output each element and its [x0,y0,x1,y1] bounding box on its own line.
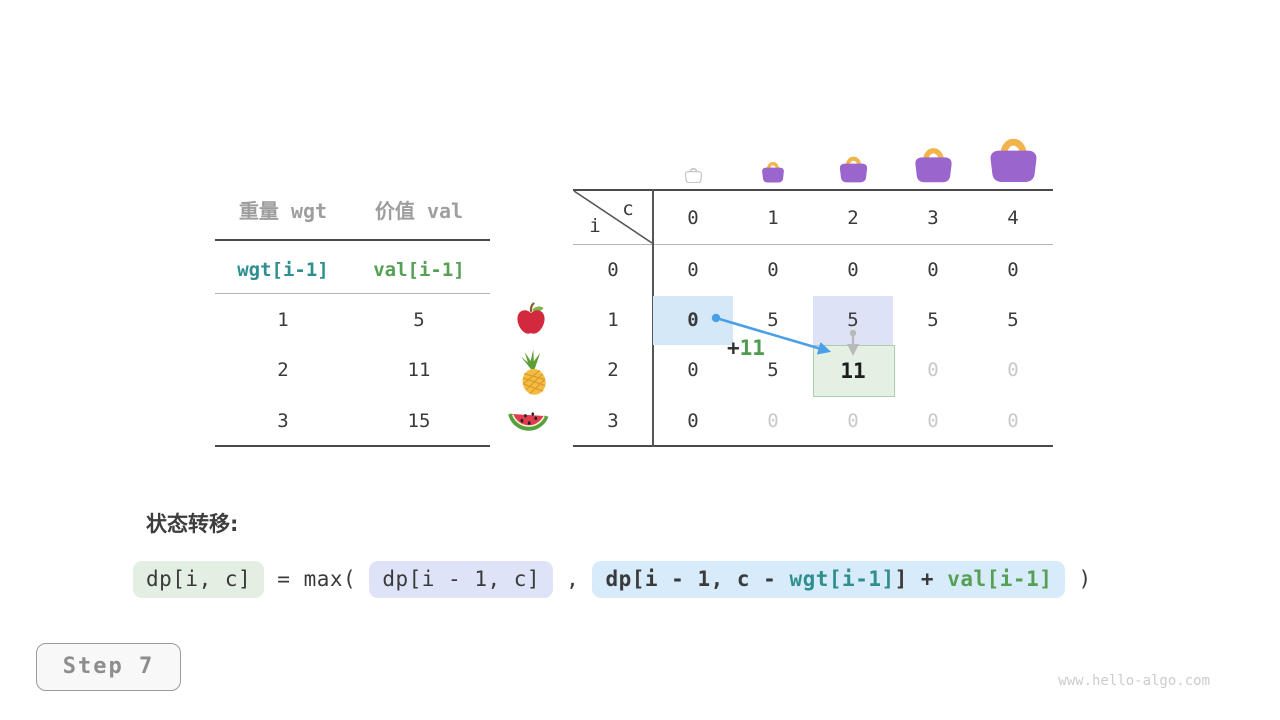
formula-arg2-wgt: wgt[i-1] [789,567,894,591]
dp-row-label-2: 2 [583,356,643,384]
watermark: www.hello-algo.com [1058,673,1210,689]
transition-formula: dp[i, c] = max( dp[i - 1, c] , dp[i - 1,… [133,561,1092,598]
ghost-bag-icon [683,163,704,183]
item-1-weight: 1 [228,306,338,334]
dp-col-header-4: 4 [973,204,1053,232]
dp-cell-2-1: 5 [733,356,813,384]
item-2-weight: 2 [228,356,338,384]
dp-row-label-3: 3 [583,407,643,435]
formula-lhs: dp[i, c] [146,567,251,591]
dp-col-header-2: 2 [813,204,893,232]
val-subheader: val[i-1] [364,256,474,284]
formula-comma: , [553,561,592,598]
dp-cell-2-0: 0 [653,356,733,384]
knapsack-dp-visualization: 重量 wgt 价值 val wgt[i-1] val[i-1] 1 5 2 11… [0,0,1280,720]
bag-icon-capacity-2 [836,149,871,183]
items-table-mid-rule [215,293,490,294]
formula-arg2-mid: ] + [895,567,948,591]
dp-col-header-0: 0 [653,204,733,232]
formula-lhs-box: dp[i, c] [133,561,264,598]
transition-heading: 状态转移: [146,508,238,538]
formula-arg2-val: val[i-1] [947,567,1052,591]
dp-table-bottom-rule [573,445,1053,447]
dp-cell-3-4: 0 [973,407,1053,435]
apple-icon [515,302,547,336]
dp-cell-3-3: 0 [893,407,973,435]
pineapple-icon [509,345,554,399]
dp-cell-3-1: 0 [733,407,813,435]
dp-cell-1-0: 0 [653,306,733,334]
dp-cell-3-2: 0 [813,407,893,435]
corner-item-label: i [582,214,608,238]
dp-table-header-rule [573,244,1053,245]
dp-cell-2-2: 11 [813,357,893,385]
bag-icon-capacity-1 [759,156,787,183]
items-table-bottom-rule [215,445,490,447]
dp-col-header-1: 1 [733,204,813,232]
dp-cell-1-2: 5 [813,306,893,334]
gain-plus: + [727,336,740,360]
dp-cell-1-3: 5 [893,306,973,334]
item-3-weight: 3 [228,407,338,435]
dp-row-label-1: 1 [583,306,643,334]
dp-col-header-3: 3 [893,204,973,232]
dp-cell-1-1: 5 [733,306,813,334]
items-table-top-rule [215,239,490,241]
dp-cell-0-2: 0 [813,256,893,284]
corner-capacity-label: c [615,197,641,221]
watermelon-icon [506,403,551,439]
dp-table-top-rule [573,189,1053,191]
dp-cell-3-0: 0 [653,407,733,435]
value-column-header: 价值 val [349,197,489,225]
dp-cell-0-4: 0 [973,256,1053,284]
formula-arg2-prefix: dp[i - 1, c - [605,567,789,591]
formula-arg1: dp[i - 1, c] [382,567,540,591]
bag-icon-capacity-4 [984,126,1043,183]
formula-equals-max: = max( [264,561,369,598]
dp-cell-0-0: 0 [653,256,733,284]
step-indicator-button[interactable]: Step 7 [36,643,181,691]
weight-column-header: 重量 wgt [213,197,353,225]
bag-icon-capacity-3 [910,138,957,183]
wgt-subheader: wgt[i-1] [228,256,338,284]
dp-cell-0-3: 0 [893,256,973,284]
gain-value: 11 [740,336,765,360]
dp-cell-2-4: 0 [973,356,1053,384]
formula-close-paren: ) [1065,561,1091,598]
formula-arg2-box: dp[i - 1, c - wgt[i-1]] + val[i-1] [592,561,1065,598]
item-2-value: 11 [364,356,474,384]
item-1-value: 5 [364,306,474,334]
dp-row-label-0: 0 [583,256,643,284]
dp-cell-1-4: 5 [973,306,1053,334]
dp-cell-2-3: 0 [893,356,973,384]
item-3-value: 15 [364,407,474,435]
gain-label: +11 [727,336,765,360]
dp-cell-0-1: 0 [733,256,813,284]
formula-arg1-box: dp[i - 1, c] [369,561,553,598]
